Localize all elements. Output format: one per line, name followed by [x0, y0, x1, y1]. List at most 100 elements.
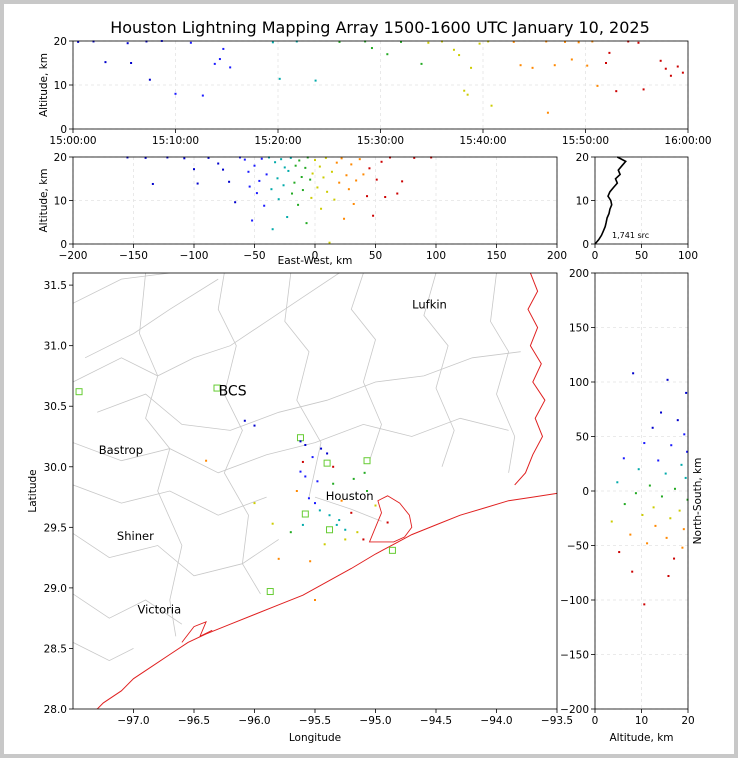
- ew-height-xtick-label-5: 50: [369, 250, 382, 262]
- time-height-source-30: [466, 93, 469, 96]
- time-height-source-25: [427, 41, 430, 44]
- height-ns-source-4: [676, 419, 679, 422]
- city-label-bcs: BCS: [219, 384, 247, 400]
- county-line-4: [73, 417, 509, 474]
- time-height-xtick-label-2: 15:20:00: [254, 135, 301, 147]
- plan-source-22: [366, 490, 369, 492]
- height-ns-ytick-label-3: −50: [567, 541, 589, 553]
- state-border-river: [514, 273, 546, 486]
- height-ns-ytick-label-2: −100: [560, 595, 589, 607]
- height-histogram-ytick-label-0: 0: [582, 239, 589, 251]
- plan-source-7: [299, 470, 302, 473]
- ew-height-source-19: [258, 179, 261, 182]
- ew-height-source-32: [286, 216, 289, 219]
- plan-source-5: [326, 452, 329, 455]
- ew-height-source-58: [335, 161, 338, 164]
- ew-height-source-44: [306, 156, 309, 159]
- time-height-source-14: [229, 66, 232, 69]
- time-height-source-35: [512, 40, 515, 43]
- ew-height-source-4: [183, 157, 186, 160]
- time-height-source-48: [608, 51, 611, 54]
- time-height-source-23: [400, 40, 402, 43]
- chart-panels: 15:00:00 15:10:00 15:20:00 15:30:00 15:40:00…: [27, 36, 712, 744]
- plan-view-ytick-label-1: 28.5: [44, 643, 67, 655]
- ew-height-source-64: [350, 163, 353, 166]
- ew-height-source-3: [166, 156, 169, 159]
- plan-source-37: [362, 538, 365, 541]
- ew-height-ytick-label-2: 20: [54, 152, 67, 164]
- city-label-lufkin: Lufkin: [412, 297, 447, 311]
- height-ns-ytick-label-1: −150: [560, 650, 589, 662]
- ew-height-source-5: [193, 168, 195, 171]
- plan-source-13: [328, 514, 331, 517]
- plan-source-4: [320, 447, 323, 450]
- plan-view-xtick-label-0: −97.0: [117, 715, 149, 727]
- ew-height-source-68: [362, 173, 365, 176]
- height-ns-axes-frame: [594, 272, 689, 710]
- ew-height-xtick-label-8: 200: [547, 250, 567, 262]
- ew-height-source-22: [265, 173, 268, 176]
- height-ns-source-0: [632, 372, 635, 375]
- plan-source-15: [335, 523, 338, 526]
- ew-height-source-46: [310, 196, 313, 199]
- ew-height-source-70: [368, 167, 371, 170]
- ew-height-source-31: [283, 166, 286, 169]
- time-height-source-15: [271, 41, 274, 44]
- time-height-source-8: [174, 92, 177, 95]
- time-height-source-38: [545, 40, 548, 43]
- ew-height-source-42: [304, 166, 307, 169]
- ew-height-ytick-label-1: 10: [54, 196, 67, 208]
- ew-height-source-43: [305, 222, 308, 225]
- ew-height-xtick-label-1: −150: [119, 250, 148, 262]
- time-height-source-2: [104, 61, 107, 64]
- time-height-xtick-label-1: 15:10:00: [152, 135, 199, 147]
- time-height-source-24: [420, 62, 423, 65]
- ew-height-source-41: [301, 189, 304, 192]
- time-height-source-57: [681, 71, 684, 74]
- ew-height-source-15: [248, 185, 251, 188]
- ew-height-source-48: [314, 159, 316, 162]
- county-line-5: [73, 484, 267, 516]
- plan-view-ytick-label-6: 31.0: [44, 341, 67, 353]
- plan-source-0: [243, 419, 246, 422]
- height-ns-source-32: [646, 542, 649, 545]
- height-histogram-profile-line: [594, 156, 627, 245]
- county-line-12: [350, 273, 382, 461]
- ew-height-source-51: [320, 207, 323, 210]
- county-line-14: [490, 273, 516, 473]
- plan-source-31: [314, 599, 316, 601]
- ew-height-source-66: [355, 179, 358, 182]
- height-histogram-xtick-label-1: 50: [635, 250, 648, 262]
- ew-height-source-17: [253, 164, 256, 167]
- height-ns-source-15: [684, 476, 687, 479]
- height-ns-source-28: [654, 524, 657, 527]
- figure-frame: Houston Lightning Mapping Array 1500-160…: [4, 4, 734, 754]
- lma-station-1: [213, 384, 221, 392]
- ew-height-source-49: [316, 186, 319, 189]
- ew-height-source-13: [243, 158, 246, 161]
- time-height-source-20: [364, 40, 367, 43]
- height-ns-ytick-label-0: −200: [560, 704, 589, 716]
- ew-height-source-57: [333, 198, 336, 201]
- ew-height-source-65: [352, 202, 355, 205]
- ew-height-source-72: [375, 178, 378, 181]
- height-ns-source-23: [652, 506, 655, 509]
- height-ns-source-19: [634, 492, 637, 495]
- galveston-bay: [368, 495, 413, 543]
- time-height-source-31: [470, 66, 473, 69]
- county-line-0: [73, 273, 170, 304]
- height-histogram-ytick-label-1: 10: [576, 196, 589, 208]
- height-ns-xlabel: Altitude, km: [609, 732, 673, 744]
- coastline: [96, 492, 557, 709]
- ew-height-source-60: [340, 157, 343, 160]
- time-height-source-47: [605, 62, 607, 64]
- ew-height-source-59: [338, 181, 341, 184]
- ew-height-source-45: [309, 178, 312, 181]
- plan-source-16: [344, 528, 347, 531]
- plan-source-19: [332, 482, 335, 485]
- height-ns-source-34: [618, 551, 621, 554]
- plan-view-xtick-label-2: −96.0: [238, 715, 270, 727]
- height-ns-source-37: [667, 575, 670, 578]
- city-label-bastrop: Bastrop: [99, 443, 143, 457]
- plan-view-ytick-label-0: 28.0: [44, 704, 67, 716]
